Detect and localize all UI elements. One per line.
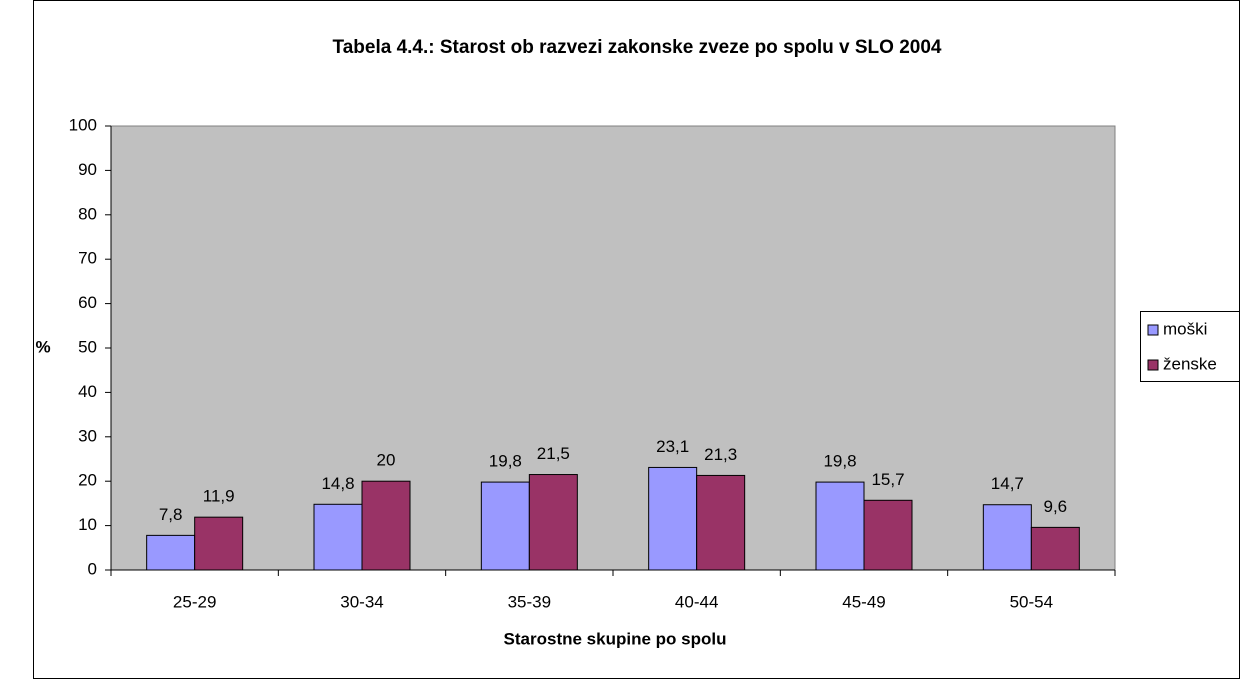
- bar: [528, 474, 578, 571]
- y-tick-label: 30: [78, 426, 97, 445]
- y-tick-label: 60: [78, 293, 97, 312]
- value-label: 15,7: [871, 470, 904, 489]
- chart-title: Tabela 4.4.: Starost ob razvezi zakonske…: [333, 37, 942, 58]
- y-tick-label: 0: [88, 559, 97, 578]
- value-label: 20: [377, 451, 396, 470]
- value-label: 7,8: [159, 505, 183, 524]
- x-tick-label: 40-44: [675, 592, 718, 611]
- value-label: 9,6: [1044, 497, 1068, 516]
- bar: [313, 503, 363, 571]
- bar: [1030, 526, 1080, 571]
- value-label: 14,7: [991, 474, 1024, 493]
- bar: [696, 474, 746, 571]
- value-label: 23,1: [656, 437, 689, 456]
- bar: [480, 481, 530, 571]
- legend-label: moški: [1163, 319, 1207, 338]
- bar: [146, 534, 196, 571]
- legend-label: ženske: [1163, 354, 1217, 373]
- y-tick-label: 50: [78, 337, 97, 356]
- value-label: 11,9: [203, 487, 235, 506]
- y-tick-label: 10: [78, 515, 97, 534]
- y-tick-label: 100: [69, 115, 97, 134]
- y-axis-title: %: [35, 337, 50, 356]
- x-axis-title: Starostne skupine po spolu: [504, 629, 727, 648]
- value-label: 19,8: [489, 452, 522, 471]
- value-label: 21,5: [537, 444, 570, 463]
- y-tick-label: 80: [78, 204, 97, 223]
- value-label: 14,8: [321, 474, 354, 493]
- bar: [648, 466, 698, 571]
- x-tick-label: 45-49: [842, 592, 885, 611]
- bar: [863, 499, 913, 571]
- bar: [815, 481, 865, 571]
- y-tick-label: 90: [78, 160, 97, 179]
- value-label: 21,3: [704, 445, 737, 464]
- plot-area: [110, 125, 1116, 571]
- legend-marker: [1147, 359, 1159, 371]
- value-label: 19,8: [823, 452, 856, 471]
- bar: [982, 504, 1032, 571]
- x-tick-label: 50-54: [1010, 592, 1053, 611]
- bar: [361, 480, 411, 571]
- bar: [194, 516, 244, 571]
- x-tick-label: 25-29: [173, 592, 216, 611]
- x-tick-label: 30-34: [340, 592, 383, 611]
- y-tick-label: 70: [78, 249, 97, 268]
- legend-marker: [1147, 324, 1159, 336]
- y-tick-label: 20: [78, 471, 97, 490]
- x-tick-label: 35-39: [508, 592, 551, 611]
- y-tick-label: 40: [78, 382, 97, 401]
